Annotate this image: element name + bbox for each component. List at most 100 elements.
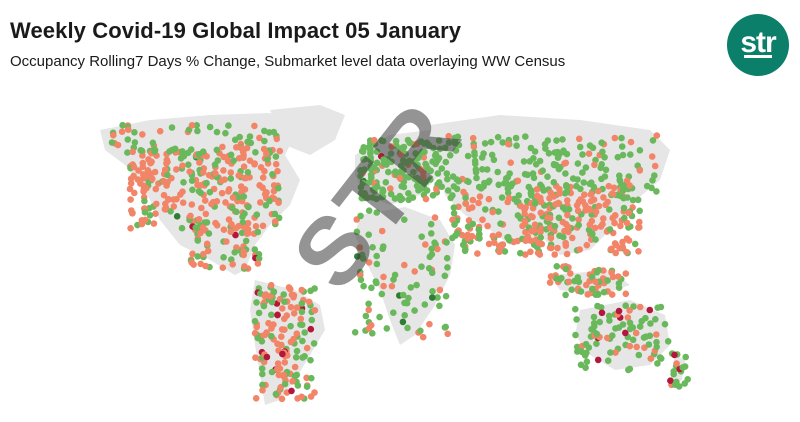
submarket-dot bbox=[576, 246, 583, 253]
submarket-dot bbox=[563, 182, 570, 189]
submarket-dot bbox=[626, 325, 634, 333]
submarket-dot bbox=[522, 237, 529, 244]
submarket-dot bbox=[611, 134, 619, 142]
submarket-dot bbox=[477, 185, 485, 192]
submarket-dot bbox=[447, 194, 455, 202]
submarket-dot bbox=[634, 196, 642, 204]
submarket-dot bbox=[576, 143, 584, 151]
submarket-dot bbox=[635, 351, 643, 359]
submarket-dot bbox=[450, 210, 458, 217]
submarket-dot bbox=[612, 349, 619, 356]
submarket-dot bbox=[636, 207, 643, 215]
submarket-dot bbox=[235, 222, 242, 230]
submarket-dot bbox=[409, 194, 417, 201]
submarket-dot bbox=[169, 146, 176, 154]
submarket-dot bbox=[573, 343, 581, 351]
submarket-dot bbox=[504, 189, 512, 197]
logo-underline bbox=[744, 55, 772, 58]
submarket-dot bbox=[260, 145, 268, 153]
submarket-dot bbox=[616, 176, 623, 184]
submarket-dot bbox=[649, 137, 657, 144]
submarket-dot bbox=[279, 305, 286, 312]
submarket-dot bbox=[497, 220, 504, 227]
submarket-dot bbox=[622, 270, 630, 277]
submarket-dot bbox=[438, 183, 446, 190]
submarket-dot bbox=[291, 363, 299, 371]
submarket-dot bbox=[114, 141, 122, 149]
submarket-dot bbox=[396, 192, 404, 200]
submarket-dot bbox=[380, 160, 388, 168]
submarket-dot bbox=[585, 150, 593, 157]
submarket-dot bbox=[253, 211, 261, 218]
submarket-dot bbox=[531, 200, 539, 207]
submarket-dot bbox=[311, 307, 319, 314]
submarket-dot bbox=[577, 288, 585, 295]
submarket-dot bbox=[357, 172, 364, 180]
submarket-dot bbox=[577, 348, 585, 355]
submarket-dots bbox=[108, 121, 691, 403]
submarket-dot bbox=[387, 190, 395, 198]
submarket-dot bbox=[551, 222, 559, 230]
submarket-dot bbox=[265, 319, 272, 327]
submarket-dot bbox=[514, 212, 522, 219]
submarket-dot bbox=[494, 168, 502, 176]
submarket-dot bbox=[287, 322, 294, 330]
submarket-dot bbox=[636, 147, 644, 154]
submarket-dot bbox=[651, 162, 659, 170]
submarket-dot bbox=[426, 253, 434, 261]
submarket-dot bbox=[428, 269, 436, 277]
submarket-dot bbox=[600, 288, 608, 296]
submarket-dot bbox=[357, 276, 365, 284]
submarket-dot bbox=[575, 221, 582, 229]
submarket-dot bbox=[521, 217, 529, 225]
submarket-dot bbox=[601, 173, 609, 180]
submarket-dot bbox=[275, 371, 283, 379]
submarket-dot bbox=[405, 190, 412, 197]
submarket-dot bbox=[160, 191, 168, 199]
submarket-dot bbox=[127, 225, 134, 232]
submarket-dot bbox=[360, 144, 368, 151]
submarket-dot bbox=[606, 206, 613, 213]
submarket-dot bbox=[180, 179, 187, 186]
submarket-dot bbox=[592, 208, 600, 216]
submarket-dot bbox=[629, 196, 637, 204]
submarket-dot bbox=[220, 167, 227, 174]
submarket-dot bbox=[499, 241, 507, 248]
submarket-dot bbox=[452, 147, 460, 154]
submarket-dot bbox=[147, 170, 155, 178]
submarket-dot bbox=[539, 167, 546, 174]
submarket-dot bbox=[597, 304, 605, 311]
submarket-dot bbox=[298, 308, 306, 316]
submarket-dot bbox=[624, 314, 632, 321]
submarket-dot bbox=[589, 285, 596, 293]
submarket-dot bbox=[425, 142, 433, 149]
submarket-dot bbox=[547, 234, 555, 242]
submarket-dot bbox=[303, 344, 311, 352]
submarket-dot bbox=[240, 154, 247, 161]
submarket-dot bbox=[400, 143, 408, 151]
submarket-dot bbox=[200, 250, 207, 258]
submarket-dot bbox=[429, 288, 436, 295]
submarket-dot bbox=[371, 136, 378, 144]
submarket-dot bbox=[470, 143, 478, 150]
submarket-dot bbox=[361, 194, 368, 202]
submarket-dot bbox=[595, 187, 602, 195]
submarket-dot bbox=[189, 186, 196, 194]
submarket-dot bbox=[443, 239, 450, 246]
submarket-dot bbox=[465, 178, 472, 186]
submarket-dot bbox=[617, 222, 624, 230]
submarket-dot bbox=[238, 229, 246, 237]
submarket-dot bbox=[434, 294, 441, 301]
submarket-dot bbox=[533, 192, 541, 200]
submarket-dot bbox=[129, 210, 136, 217]
submarket-dot bbox=[625, 209, 632, 217]
submarket-dot bbox=[198, 204, 205, 212]
submarket-dot bbox=[555, 214, 563, 222]
submarket-dot bbox=[504, 174, 512, 181]
submarket-dot bbox=[554, 244, 561, 252]
submarket-dot bbox=[401, 261, 408, 269]
submarket-dot bbox=[179, 162, 186, 169]
submarket-dot bbox=[278, 395, 286, 403]
submarket-dot bbox=[544, 214, 551, 222]
submarket-dot bbox=[562, 291, 569, 299]
